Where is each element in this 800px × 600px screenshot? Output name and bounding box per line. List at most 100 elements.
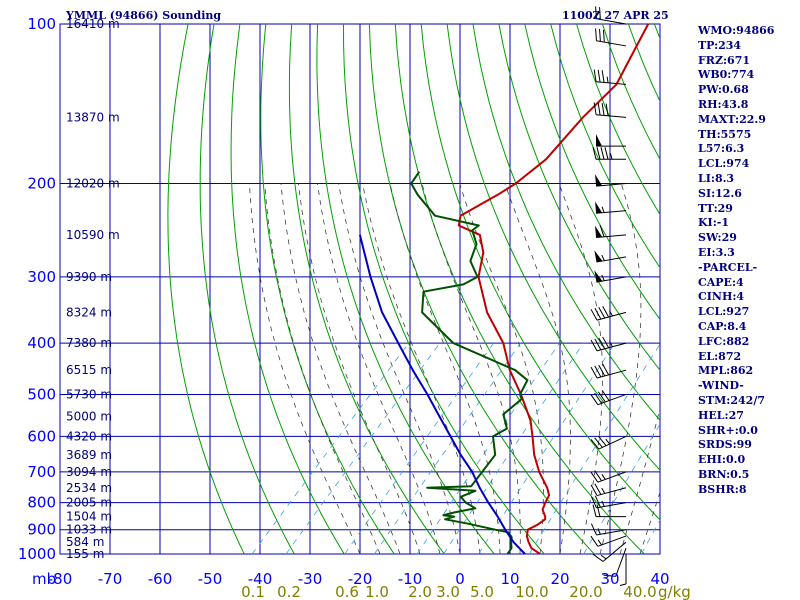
wind-barb-staff — [596, 369, 627, 379]
mixing-ratio-line — [374, 342, 521, 554]
wind-barb-full — [590, 439, 600, 450]
index-item: WMO:94866 — [698, 24, 775, 37]
index-item: CINH:4 — [698, 290, 745, 304]
pressure-label: 200 — [27, 175, 56, 193]
index-item: LCL:974 — [698, 157, 750, 171]
x-tick-label: -60 — [148, 570, 173, 588]
wind-barb-full — [590, 496, 597, 509]
dry-adiabat — [498, 24, 660, 371]
moist-adiabat — [639, 491, 660, 554]
wind-barb-full — [599, 29, 601, 42]
wind-barb-full — [602, 336, 610, 348]
wind-barb-layer — [590, 6, 627, 586]
indices-panel: WMO:94866 TP:234 FRZ:671 WB0:774 PW:0.68 RH:4… — [698, 24, 774, 498]
wind-barb-half — [605, 438, 611, 445]
wind-barb-full — [601, 390, 610, 401]
moist-adiabat — [317, 183, 441, 554]
mixing-ratio-line — [344, 342, 494, 554]
wind-barb — [619, 554, 627, 586]
moist-adiabat — [619, 406, 660, 554]
wind-barb — [595, 224, 627, 239]
index-item: LI:8.3 — [698, 171, 735, 185]
wind-barb-staff — [596, 81, 627, 85]
wind-barb-full — [594, 495, 601, 508]
dry-adiabat — [199, 24, 295, 554]
wind-barb-staff — [602, 541, 627, 562]
dry-adiabat — [230, 24, 345, 554]
index-item: SRDS:99 — [698, 438, 752, 452]
pressure-label: 500 — [27, 385, 56, 403]
wind-barb — [595, 28, 627, 47]
dry-adiabat — [288, 24, 445, 554]
wind-barb-half — [619, 583, 627, 586]
x-tick-label: 0 — [455, 570, 465, 588]
dewpoint-trace — [410, 171, 529, 554]
mixing-ratio-unit: g/kg — [658, 583, 691, 600]
height-label: 4320 m — [66, 429, 112, 443]
dry-adiabat — [524, 24, 660, 321]
sounding-title: YMML (94866) Sounding — [66, 9, 222, 22]
wind-barb — [593, 69, 627, 85]
wind-barb — [595, 174, 627, 187]
wind-barb — [596, 134, 626, 147]
mixing-ratio-label: 1.0 — [365, 583, 389, 600]
height-label: 13870 m — [66, 110, 120, 124]
wind-barb-full — [597, 391, 606, 403]
wind-barb-half — [601, 254, 605, 261]
pressure-label: 1000 — [18, 545, 56, 563]
wind-barb — [594, 270, 627, 283]
height-label: 2005 m — [66, 496, 112, 510]
wind-barb-half — [610, 153, 613, 160]
x-tick-label: 30 — [600, 570, 619, 588]
wind-barb-staff — [597, 471, 627, 483]
series-layer — [358, 24, 650, 554]
wind-barb-full — [594, 338, 602, 351]
wind-barb-staff — [597, 393, 627, 406]
index-item: TH:5575 — [698, 127, 752, 141]
mixing-ratio-line — [251, 342, 410, 554]
wind-barb-full — [599, 7, 601, 20]
index-item: STM:242/7 — [698, 393, 765, 407]
index-item: WB0:774 — [698, 68, 755, 82]
dry-adiabat — [784, 24, 800, 554]
index-item: SHR+:0.0 — [698, 423, 758, 437]
temperature-trace — [457, 24, 650, 554]
wind-barb — [594, 250, 627, 263]
dry-adiabat — [420, 24, 660, 521]
wind-barb — [590, 305, 627, 321]
wind-barb-full — [592, 147, 597, 160]
wind-barb-half — [606, 76, 609, 83]
wind-barb-pennant — [595, 174, 603, 187]
mixing-ratio-line — [443, 342, 584, 554]
wind-barb-pennant — [595, 201, 603, 214]
wind-barb — [593, 102, 627, 118]
mixing-ratio-label: 10.0 — [515, 583, 548, 600]
index-item: EI:3.3 — [698, 245, 735, 259]
wind-barb-staff — [596, 529, 627, 536]
wind-barb-full — [592, 504, 597, 517]
x-tick-label: -10 — [398, 570, 423, 588]
wind-barb — [590, 363, 627, 379]
mixing-ratio-line — [416, 342, 560, 554]
mixing-ratio-label: 3.0 — [436, 583, 460, 600]
wind-barb-full — [602, 29, 605, 43]
pressure-label: 700 — [27, 463, 56, 481]
wind-barb — [603, 548, 627, 577]
wind-barb — [592, 541, 627, 562]
wind-barb-half — [601, 500, 605, 507]
wind-barb-full — [601, 103, 605, 116]
wind-barb-staff — [596, 210, 627, 214]
wind-barb-staff — [597, 535, 627, 547]
x-tick-label: 20 — [550, 570, 569, 588]
wind-barb-full — [593, 69, 597, 82]
mixing-ratio-label: 0.6 — [335, 583, 359, 600]
mixing-ratio-line — [641, 519, 660, 554]
moist-adiabat — [389, 183, 501, 554]
wind-barb-half — [597, 539, 602, 546]
index-item: CAP:8.4 — [698, 319, 747, 333]
x-tick-label: -30 — [298, 570, 323, 588]
wind-barb-staff — [596, 40, 627, 47]
wind-barb-full — [596, 147, 601, 160]
index-item: EL:872 — [698, 349, 742, 363]
wind-barb-pennant — [596, 134, 602, 147]
